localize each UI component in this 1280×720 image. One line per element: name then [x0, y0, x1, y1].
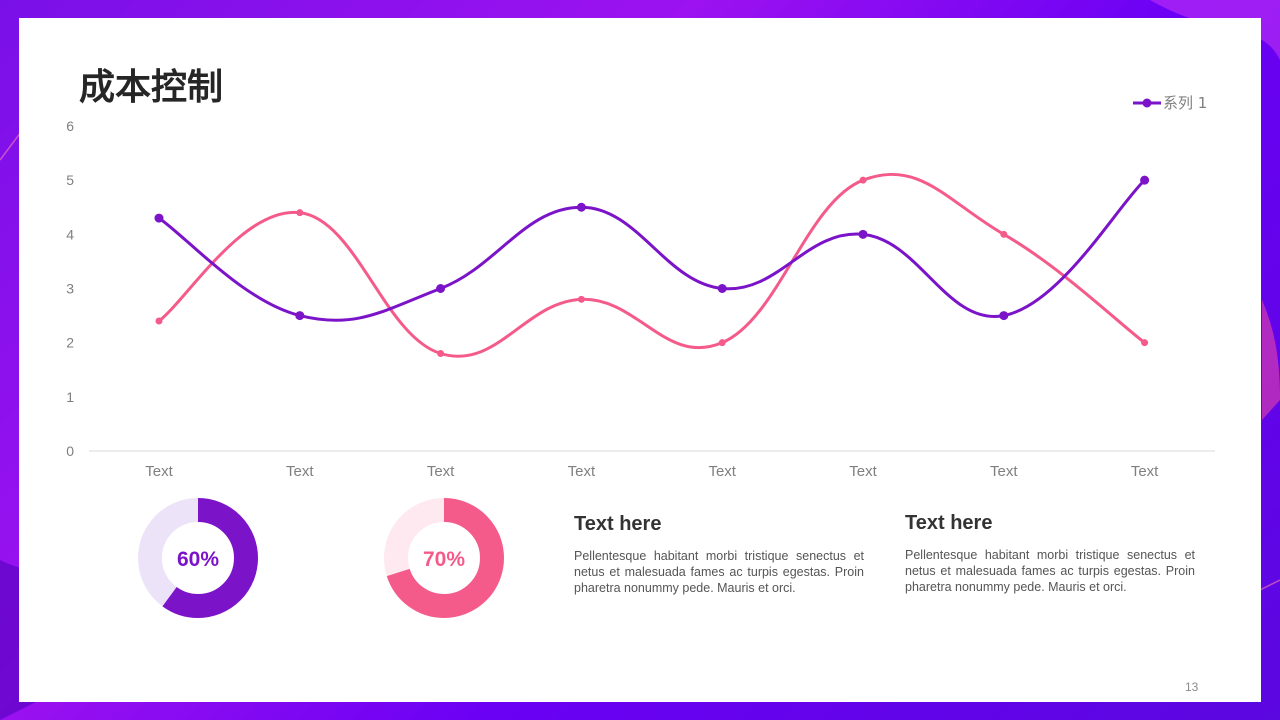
donut-percent-label: 70%: [423, 548, 465, 571]
legend-marker: [1142, 98, 1152, 108]
x-tick-label: Text: [1131, 463, 1159, 480]
data-point: [154, 213, 164, 223]
data-point: [576, 202, 586, 212]
y-tick-label: 4: [66, 226, 74, 242]
x-tick-label: Text: [568, 463, 596, 480]
donut-value-arc: [138, 498, 258, 618]
card-title: Text here: [574, 513, 662, 535]
donut-value-arc: [384, 498, 504, 618]
text-card-2: Text here Pellentesque habitant morbi tr…: [905, 512, 1195, 595]
data-point: [1000, 230, 1008, 238]
x-tick-label: Text: [990, 463, 1018, 480]
series-line-2: [158, 172, 1146, 358]
slide-title: 成本控制: [79, 67, 224, 108]
data-point: [859, 176, 867, 184]
x-tick-label: Text: [849, 463, 877, 480]
data-point: [718, 339, 726, 347]
data-point: [577, 295, 585, 303]
series-line-1: [158, 179, 1146, 322]
page-number: 13: [1185, 680, 1199, 694]
data-point: [436, 284, 446, 293]
donut-chart-purple: 60%: [138, 498, 258, 618]
data-point: [717, 284, 727, 293]
data-point: [155, 317, 163, 325]
legend-label: 系列 1: [1163, 94, 1207, 112]
line-chart: 0 1 2 3 4 5 6 Text Text Text Text Text Text Text Text 系…: [66, 94, 1215, 480]
slide-canvas: 成本控制 0 1 2 3 4 5 6 Text Text Text Text Text Text Text…: [19, 18, 1261, 702]
data-point: [295, 311, 305, 321]
card-title: Text here: [905, 512, 993, 534]
y-tick-label: 3: [66, 281, 74, 297]
data-point: [999, 311, 1009, 321]
card-body: Pellentesque habitant morbi tristique se…: [574, 549, 864, 595]
card-body: Pellentesque habitant morbi tristique se…: [905, 548, 1195, 594]
data-point: [1141, 339, 1149, 347]
x-tick-label: Text: [708, 463, 736, 480]
data-point: [437, 350, 445, 357]
text-card-1: Text here Pellentesque habitant morbi tr…: [574, 513, 864, 596]
donut-percent-label: 60%: [177, 548, 219, 571]
x-tick-label: Text: [286, 463, 314, 480]
y-tick-label: 1: [66, 389, 74, 405]
data-point: [1140, 175, 1150, 185]
data-point: [296, 209, 304, 217]
x-tick-label: Text: [145, 463, 173, 480]
y-tick-label: 2: [66, 335, 74, 351]
data-point: [858, 229, 868, 239]
y-tick-label: 5: [66, 172, 74, 188]
y-tick-label: 0: [66, 443, 74, 459]
donut-chart-pink: 70%: [384, 498, 504, 618]
x-tick-label: Text: [427, 463, 455, 480]
y-tick-label: 6: [66, 118, 74, 134]
